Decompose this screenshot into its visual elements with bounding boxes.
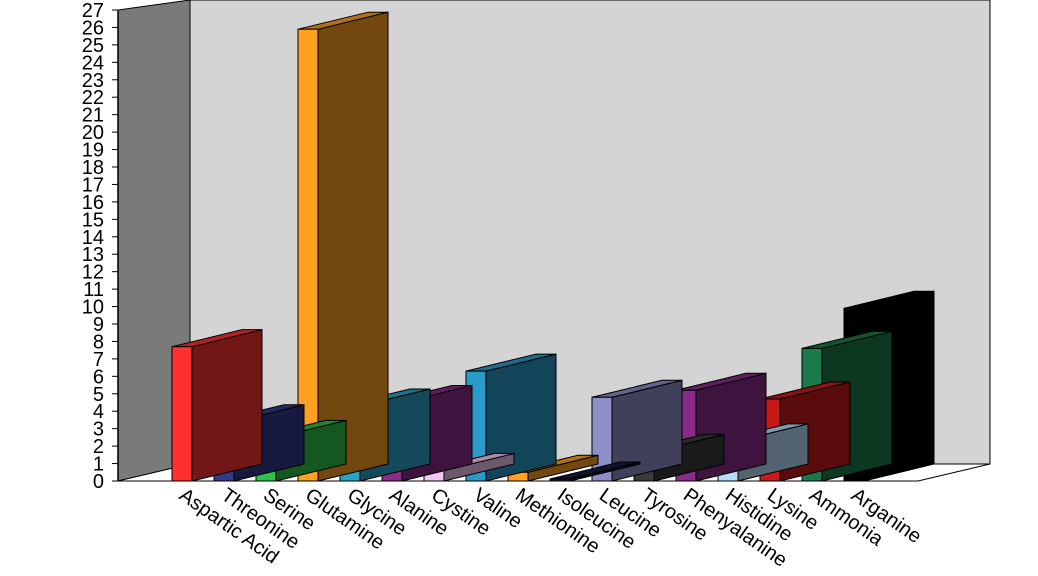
y-tick-label: 25 bbox=[82, 35, 104, 57]
y-tick-label: 13 bbox=[82, 244, 104, 266]
bar-front-face bbox=[297, 28, 319, 482]
y-tick-label: 14 bbox=[82, 227, 104, 249]
y-tick-label: 24 bbox=[82, 52, 104, 74]
bar-front-face bbox=[549, 478, 571, 482]
y-tick-label: 16 bbox=[82, 192, 104, 214]
bar bbox=[297, 11, 389, 482]
y-tick-label: 9 bbox=[93, 314, 104, 336]
y-tick-label: 8 bbox=[93, 331, 104, 353]
y-tick-label: 10 bbox=[82, 297, 104, 319]
y-tick-label: 23 bbox=[82, 70, 104, 92]
y-tick-label: 11 bbox=[83, 279, 104, 301]
y-tick-label: 26 bbox=[82, 17, 104, 39]
y-tick-label: 27 bbox=[82, 0, 104, 22]
bar-side-face bbox=[317, 11, 389, 482]
x-axis-labels: Aspartic AcidThreonineSerineGlutamineGly… bbox=[175, 484, 925, 572]
y-tick-label: 17 bbox=[82, 174, 104, 196]
y-tick-label: 21 bbox=[82, 105, 104, 127]
bar bbox=[171, 329, 263, 482]
bar-side-face bbox=[191, 329, 263, 482]
y-tick-label: 3 bbox=[93, 419, 104, 441]
y-tick-label: 0 bbox=[93, 471, 104, 493]
y-tick-label: 19 bbox=[82, 140, 104, 162]
y-tick-label: 20 bbox=[82, 122, 104, 144]
bar bbox=[549, 461, 641, 482]
y-tick-label: 5 bbox=[93, 384, 104, 406]
y-axis: 0123456789101112131415161718192021222324… bbox=[82, 0, 119, 493]
y-tick-label: 15 bbox=[82, 209, 104, 231]
y-tick-label: 4 bbox=[93, 401, 104, 423]
y-tick-label: 22 bbox=[82, 87, 104, 109]
y-tick-label: 6 bbox=[93, 366, 104, 388]
y-tick-label: 7 bbox=[93, 349, 104, 371]
bars bbox=[171, 11, 935, 482]
y-tick-label: 1 bbox=[93, 454, 104, 476]
bar-front-face bbox=[171, 346, 193, 482]
y-tick-label: 2 bbox=[93, 436, 104, 458]
y-tick-label: 18 bbox=[82, 157, 104, 179]
y-tick-label: 12 bbox=[82, 262, 104, 284]
